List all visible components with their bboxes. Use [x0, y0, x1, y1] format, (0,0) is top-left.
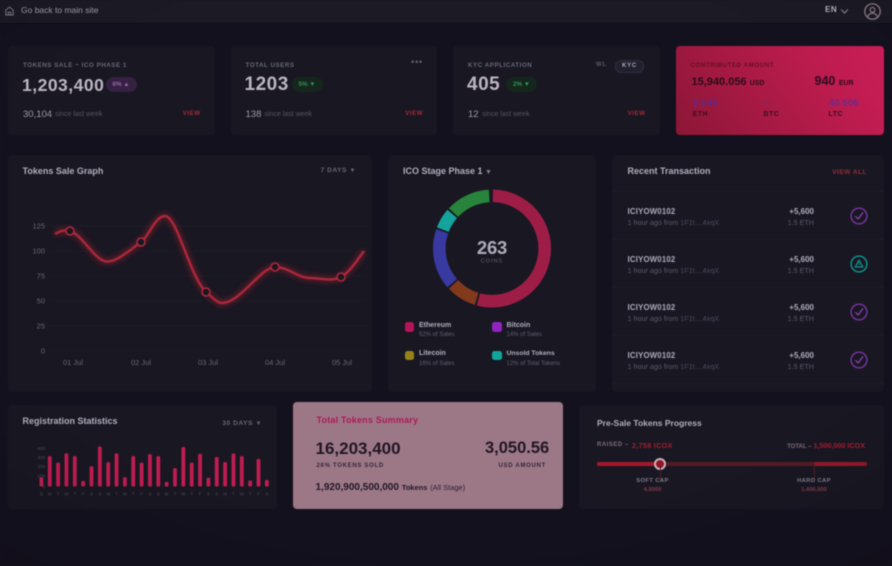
- svg-text:25: 25: [37, 322, 45, 331]
- svg-text:05 Jul: 05 Jul: [332, 358, 352, 367]
- svg-text:100: 100: [37, 473, 45, 478]
- svg-text:263: 263: [477, 237, 507, 258]
- svg-text:M: M: [223, 492, 227, 497]
- svg-text:F: F: [82, 492, 85, 497]
- svg-text:W: W: [240, 492, 244, 497]
- svg-text:S: S: [149, 492, 152, 497]
- svg-text:M: M: [106, 492, 110, 497]
- svg-text:100: 100: [32, 247, 45, 256]
- svg-text:T: T: [232, 492, 235, 497]
- svg-text:50: 50: [37, 297, 45, 306]
- svg-text:S: S: [207, 492, 210, 497]
- svg-text:T: T: [132, 492, 135, 497]
- svg-text:T: T: [174, 492, 177, 497]
- svg-text:W: W: [181, 492, 185, 497]
- svg-text:04 Jul: 04 Jul: [265, 358, 285, 367]
- svg-text:01 Jul: 01 Jul: [63, 358, 83, 367]
- svg-text:S: S: [90, 492, 93, 497]
- svg-text:200: 200: [37, 464, 45, 469]
- svg-text:S: S: [265, 492, 268, 497]
- svg-text:W: W: [123, 492, 127, 497]
- svg-text:0: 0: [41, 347, 45, 356]
- svg-text:S: S: [98, 492, 101, 497]
- svg-text:T: T: [115, 492, 118, 497]
- svg-text:75: 75: [37, 272, 45, 281]
- svg-text:T: T: [249, 492, 252, 497]
- svg-text:F: F: [199, 492, 202, 497]
- svg-text:M: M: [48, 492, 52, 497]
- svg-text:400: 400: [37, 446, 45, 451]
- svg-text:F: F: [257, 492, 260, 497]
- svg-text:T: T: [190, 492, 193, 497]
- svg-text:T: T: [57, 492, 60, 497]
- svg-text:COINS: COINS: [481, 259, 503, 265]
- svg-text:W: W: [64, 492, 68, 497]
- svg-text:S: S: [40, 492, 43, 497]
- svg-text:S: S: [215, 492, 218, 497]
- svg-text:125: 125: [32, 222, 45, 231]
- svg-text:300: 300: [37, 455, 45, 460]
- svg-text:02 Jul: 02 Jul: [131, 358, 151, 367]
- svg-text:F: F: [140, 492, 143, 497]
- svg-text:M: M: [165, 492, 169, 497]
- svg-text:T: T: [74, 492, 77, 497]
- svg-text:03 Jul: 03 Jul: [198, 358, 218, 367]
- svg-text:0: 0: [42, 484, 45, 489]
- svg-text:S: S: [157, 492, 160, 497]
